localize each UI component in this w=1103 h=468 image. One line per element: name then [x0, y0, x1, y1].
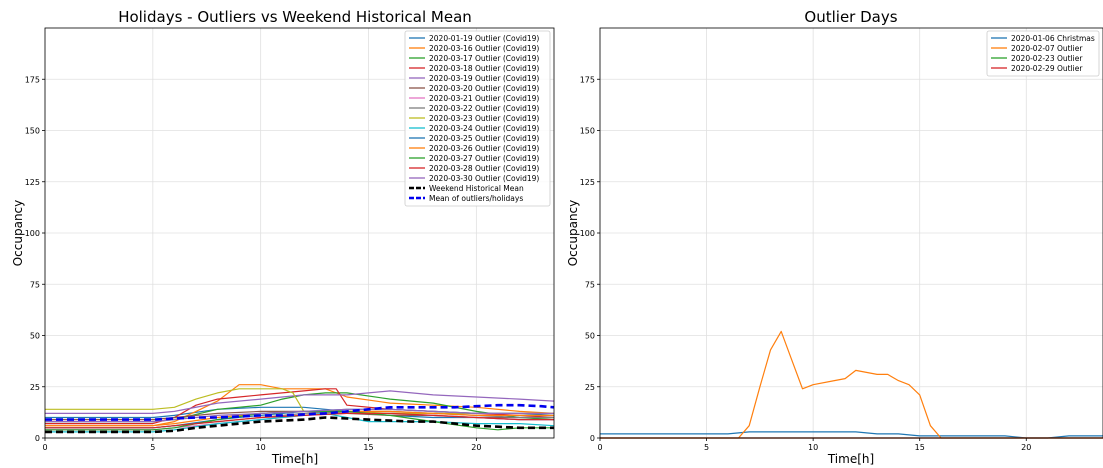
gridlines: [599, 28, 1103, 439]
y-tick-label: 50: [585, 332, 595, 341]
chart-title: Holidays - Outliers vs Weekend Historica…: [118, 8, 472, 26]
x-tick-label: 5: [704, 443, 709, 452]
y-axis-label: Occupancy: [11, 200, 25, 267]
series-line: [45, 388, 554, 414]
y-tick-label: 175: [580, 75, 595, 84]
x-axis-label: Time[h]: [827, 452, 874, 466]
legend-label: 2020-03-26 Outlier (Covid19): [429, 144, 539, 153]
legend-label: 2020-03-23 Outlier (Covid19): [429, 114, 539, 123]
legend-label: 2020-02-07 Outlier: [1011, 44, 1083, 53]
x-tick-label: 20: [1021, 443, 1031, 452]
legend-label: 2020-03-28 Outlier (Covid19): [429, 164, 539, 173]
legend: 2020-01-19 Outlier (Covid19)2020-03-16 O…: [404, 30, 551, 207]
legend-box: [404, 30, 551, 207]
chart-title: Outlier Days: [804, 8, 897, 26]
legend-label: Weekend Historical Mean: [429, 184, 524, 193]
legend-label: 2020-03-18 Outlier (Covid19): [429, 64, 539, 73]
y-tick-label: 100: [580, 229, 595, 238]
legend-label: 2020-03-25 Outlier (Covid19): [429, 134, 539, 143]
y-axis-label: Occupancy: [566, 200, 580, 267]
y-tick-label: 150: [580, 127, 595, 136]
series-line: [45, 403, 555, 421]
y-tick-label: 75: [30, 280, 40, 289]
series-line: [600, 431, 1103, 439]
y-tick-label: 100: [25, 229, 40, 238]
series-lines: [45, 384, 555, 434]
y-tick-label: 50: [30, 332, 40, 341]
y-tick-label: 125: [580, 178, 595, 187]
legend-label: 2020-03-24 Outlier (Covid19): [429, 124, 539, 133]
y-tick-label: 0: [590, 434, 595, 443]
series-line: [45, 390, 555, 414]
legend-label: 2020-02-23 Outlier: [1011, 54, 1083, 63]
chart-outlier-days: Outlier Days Time[h] Occupancy 0 5 10 15 20 0…: [566, 8, 1103, 466]
legend-box: [986, 30, 1100, 77]
y-tick-label: 175: [25, 75, 40, 84]
series-line: [600, 330, 1103, 439]
x-tick-label: 10: [808, 443, 818, 452]
y-tick-label: 0: [35, 434, 40, 443]
legend-label: 2020-03-17 Outlier (Covid19): [429, 54, 539, 63]
x-tick-label: 15: [363, 443, 373, 452]
y-tick-label: 75: [585, 280, 595, 289]
chart-holidays: Holidays - Outliers vs Weekend Historica…: [11, 8, 555, 466]
legend-label: Mean of outliers/holidays: [429, 194, 523, 203]
legend-label: 2020-03-20 Outlier (Covid19): [429, 84, 539, 93]
x-tick-label: 20: [471, 443, 481, 452]
y-tick-label: 125: [25, 178, 40, 187]
legend-label: 2020-03-22 Outlier (Covid19): [429, 104, 539, 113]
x-tick-label: 15: [915, 443, 925, 452]
x-axis-label: Time[h]: [271, 452, 318, 466]
y-tick-label: 25: [585, 383, 595, 392]
legend-label: 2020-01-06 Christmas: [1011, 34, 1095, 43]
y-tick-label: 25: [30, 383, 40, 392]
legend-label: 2020-03-21 Outlier (Covid19): [429, 94, 539, 103]
legend-label: 2020-02-29 Outlier: [1011, 64, 1083, 73]
x-tick-label: 0: [597, 443, 602, 452]
legend-label: 2020-03-19 Outlier (Covid19): [429, 74, 539, 83]
x-tick-label: 0: [42, 443, 47, 452]
x-tick-label: 5: [150, 443, 155, 452]
x-tick-label: 10: [256, 443, 266, 452]
series-lines: [600, 330, 1103, 439]
series-line: [45, 416, 554, 434]
legend-label: 2020-01-19 Outlier (Covid19): [429, 34, 539, 43]
y-tick-label: 150: [25, 127, 40, 136]
legend-label: 2020-03-16 Outlier (Covid19): [429, 44, 539, 53]
legend-label: 2020-03-30 Outlier (Covid19): [429, 174, 539, 183]
legend-label: 2020-03-27 Outlier (Covid19): [429, 154, 539, 163]
